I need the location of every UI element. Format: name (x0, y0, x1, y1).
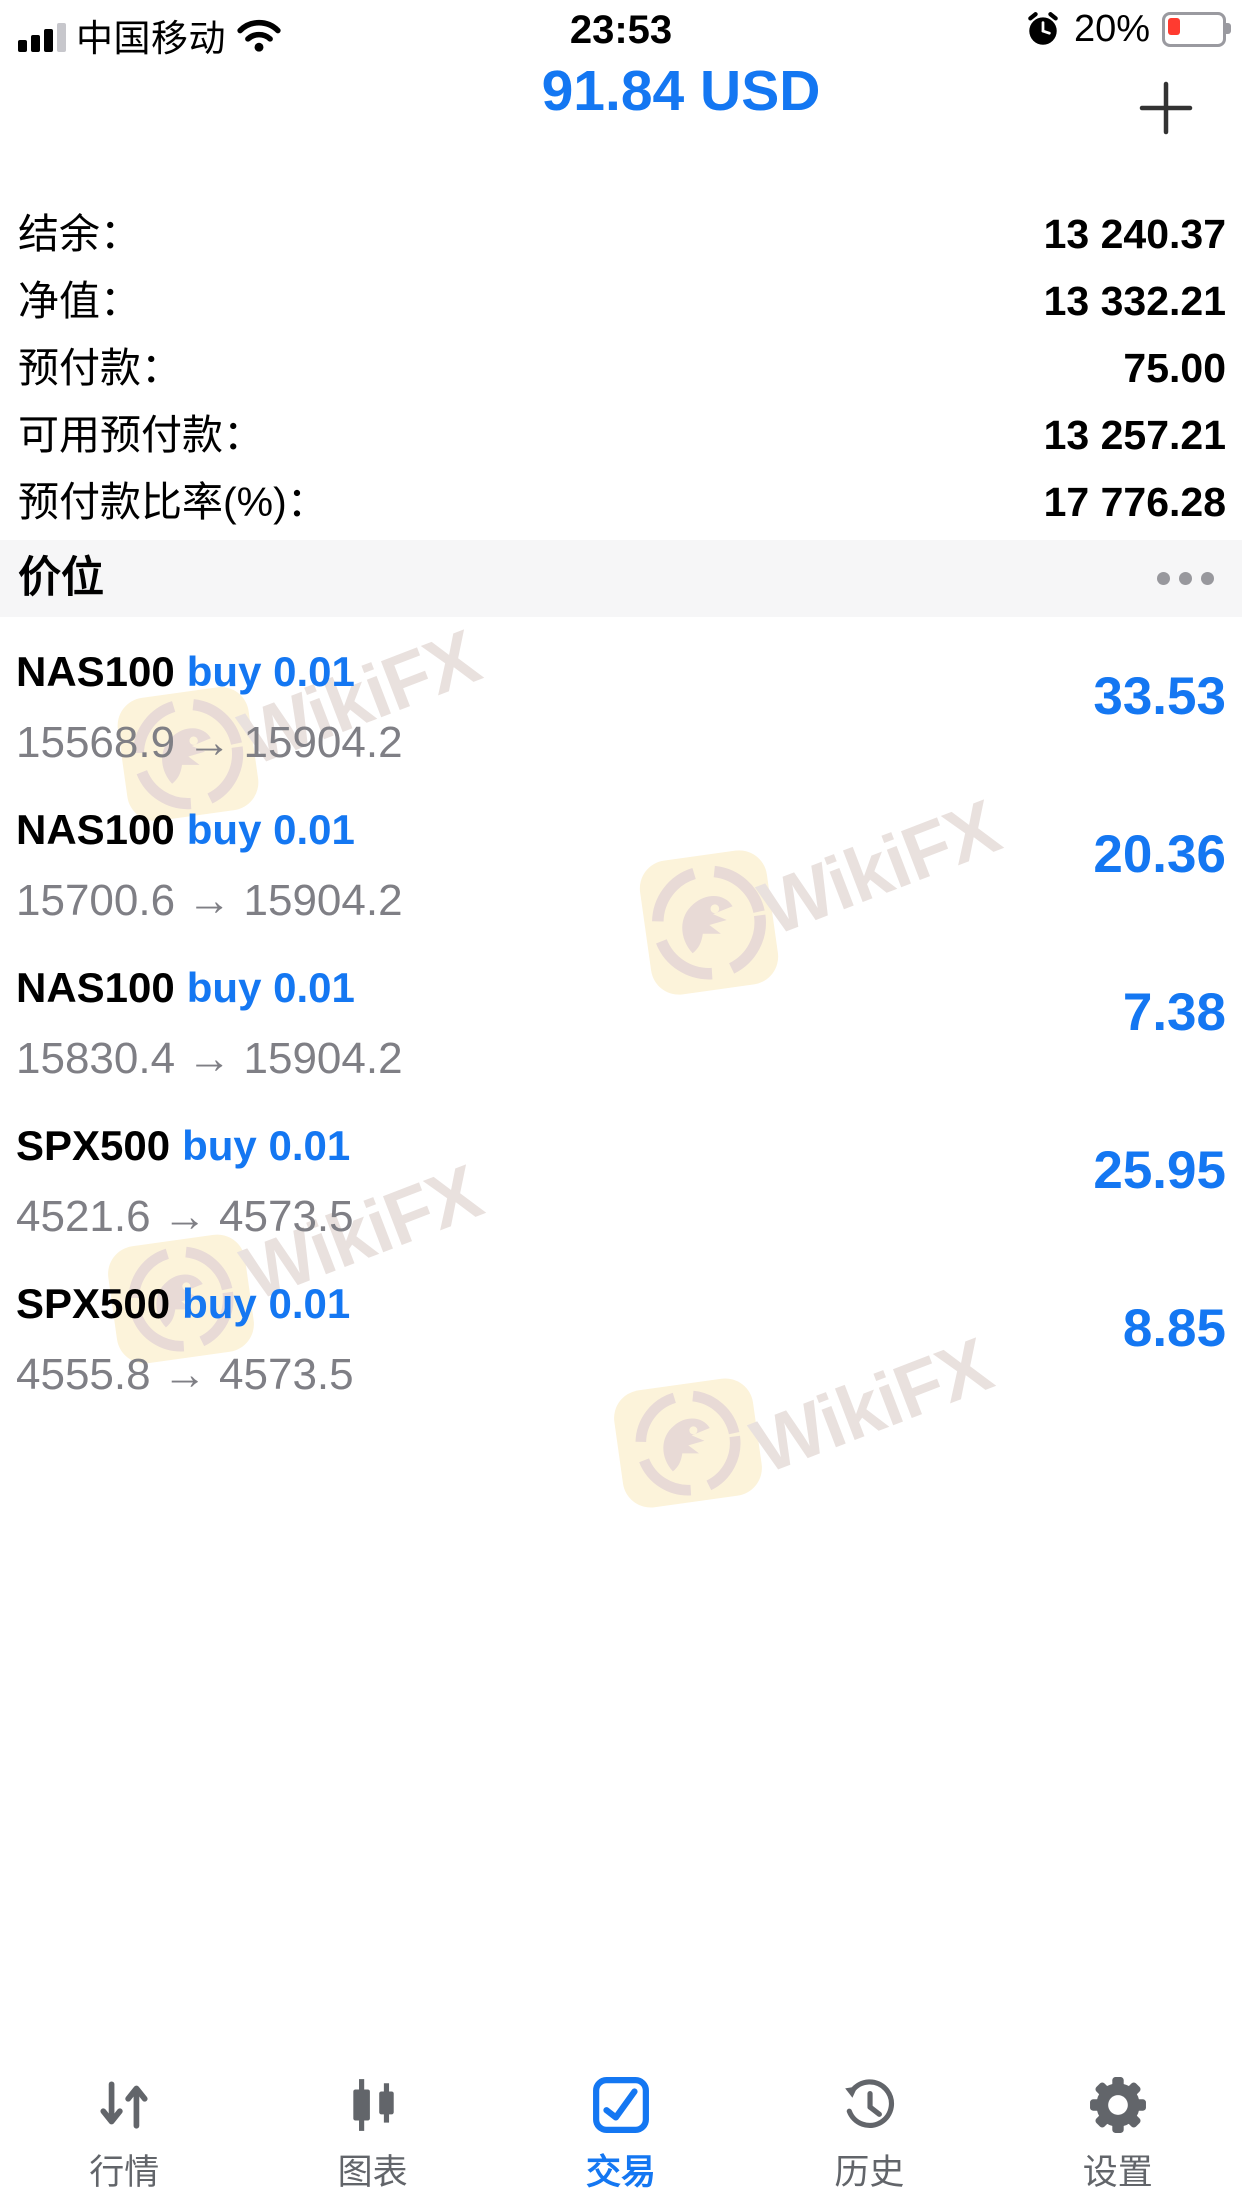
equity-value: 13 332.21 (1043, 278, 1226, 324)
position-row[interactable]: NAS100 buy 0.01 15700.6 → 15904.2 20.36 (0, 780, 1242, 938)
position-profit: 33.53 (1093, 667, 1226, 726)
position-profit: 25.95 (1093, 1141, 1226, 1200)
balance-value: 13 240.37 (1043, 211, 1226, 257)
tab-charts-label: 图表 (337, 2153, 408, 2192)
position-side-volume: buy 0.01 (182, 1122, 351, 1169)
battery-percent: 20% (1073, 8, 1150, 50)
position-row[interactable]: NAS100 buy 0.01 15830.4 → 15904.2 7.38 (0, 938, 1242, 1096)
position-row[interactable]: SPX500 buy 0.01 4521.6 → 4573.5 25.95 (0, 1096, 1242, 1254)
position-side-volume: buy 0.01 (186, 806, 355, 853)
total-profit: 91.84 USD (541, 59, 821, 123)
position-prices: 15830.4 → 15904.2 (16, 1034, 403, 1083)
position-prices: 4521.6 → 4573.5 (16, 1192, 354, 1241)
tab-settings[interactable]: 设置 (994, 2040, 1242, 2208)
account-row-equity: 净值： 13 332.21 (0, 268, 1242, 335)
position-prices: 15568.9 → 15904.2 (16, 718, 403, 767)
more-menu-icon[interactable] (1157, 572, 1214, 585)
margin-value: 75.00 (1123, 345, 1226, 391)
position-prices: 15700.6 → 15904.2 (16, 876, 403, 925)
tab-settings-label: 设置 (1082, 2153, 1153, 2192)
position-symbol: SPX500 (16, 1280, 171, 1327)
position-side-volume: buy 0.01 (186, 964, 355, 1011)
position-prices: 4555.8 → 4573.5 (16, 1350, 354, 1399)
account-row-margin: 预付款： 75.00 (0, 335, 1242, 402)
alarm-icon (1028, 11, 1058, 45)
battery-icon (1162, 12, 1231, 47)
position-symbol: NAS100 (16, 964, 175, 1011)
equity-label: 净值： (18, 278, 141, 324)
balance-label: 结余： (18, 211, 141, 257)
position-side-volume: buy 0.01 (182, 1280, 351, 1327)
plus-icon (1139, 81, 1193, 135)
position-symbol: NAS100 (16, 648, 175, 695)
account-row-margin-level: 预付款比率(%)： 17 776.28 (0, 469, 1242, 536)
positions-list: NAS100 buy 0.01 15568.9 → 15904.2 33.53 N… (0, 622, 1242, 1412)
candlestick-chart-icon (352, 2079, 394, 2131)
position-symbol: SPX500 (16, 1122, 171, 1169)
tab-bar: 行情 图表 交易 历史 (0, 2040, 1242, 2208)
clock-time: 23:53 (569, 8, 673, 52)
wifi-icon (237, 19, 281, 52)
add-order-button[interactable] (1138, 80, 1194, 136)
margin-level-label: 预付款比率(%)： (18, 479, 328, 525)
margin-label: 预付款： (18, 345, 182, 391)
position-profit: 7.38 (1122, 983, 1226, 1042)
account-row-balance: 结余： 13 240.37 (0, 201, 1242, 268)
tab-history-label: 历史 (834, 2153, 905, 2192)
carrier-label: 中国移动 (76, 18, 226, 59)
position-profit: 8.85 (1122, 1299, 1226, 1358)
tab-charts[interactable]: 图表 (248, 2040, 496, 2208)
tab-trade[interactable]: 交易 (497, 2040, 745, 2208)
quotes-arrows-icon (100, 2081, 148, 2129)
trade-icon (593, 2077, 649, 2133)
position-row[interactable]: NAS100 buy 0.01 15568.9 → 15904.2 33.53 (0, 622, 1242, 780)
position-side-volume: buy 0.01 (186, 648, 355, 695)
cellular-signal-icon (18, 18, 66, 52)
status-bar: 中国移动 23:53 20% (0, 0, 1242, 62)
position-row[interactable]: SPX500 buy 0.01 4555.8 → 4573.5 8.85 (0, 1254, 1242, 1412)
history-clock-icon (845, 2079, 895, 2129)
account-row-free-margin: 可用预付款： 13 257.21 (0, 402, 1242, 469)
tab-quotes[interactable]: 行情 (0, 2040, 248, 2208)
free-margin-value: 13 257.21 (1043, 412, 1226, 458)
positions-section-header: 价位 (0, 540, 1242, 617)
margin-level-value: 17 776.28 (1043, 479, 1226, 525)
tab-quotes-label: 行情 (89, 2153, 160, 2192)
free-margin-label: 可用预付款： (18, 412, 264, 458)
position-profit: 20.36 (1093, 825, 1226, 884)
tab-history[interactable]: 历史 (745, 2040, 993, 2208)
section-title: 价位 (18, 554, 104, 602)
settings-gear-icon (1089, 2077, 1146, 2133)
position-symbol: NAS100 (16, 806, 175, 853)
account-summary: 结余： 13 240.37 净值： 13 332.21 预付款： 75.00 可… (0, 201, 1242, 536)
tab-trade-label: 交易 (585, 2153, 656, 2192)
